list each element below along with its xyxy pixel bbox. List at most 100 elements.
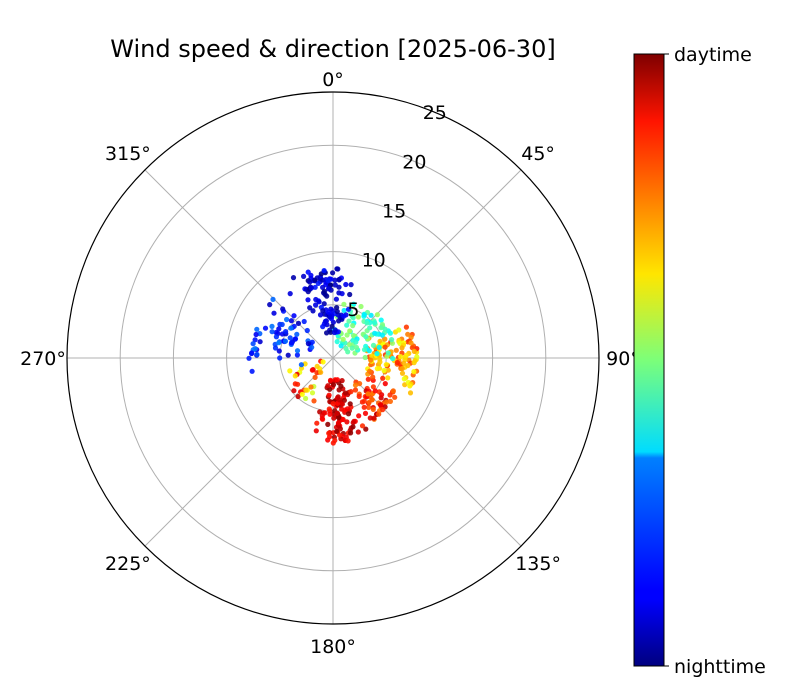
data-point (361, 404, 367, 410)
data-point (270, 296, 276, 302)
data-point (339, 401, 345, 407)
data-point (352, 382, 359, 388)
data-point (367, 415, 373, 421)
data-point (387, 330, 393, 336)
data-point (326, 406, 332, 412)
colorbar-min-label: nighttime (674, 656, 766, 678)
data-point (305, 269, 311, 275)
data-point (321, 301, 327, 307)
data-point (374, 351, 380, 357)
data-point (320, 284, 326, 290)
data-point (359, 399, 365, 405)
data-point (324, 330, 330, 336)
data-point (383, 362, 389, 368)
data-point (333, 296, 339, 302)
data-point (353, 344, 360, 351)
data-point (349, 345, 355, 351)
data-point (283, 329, 289, 335)
data-point (309, 390, 316, 396)
data-point (374, 312, 380, 318)
data-point (363, 426, 369, 432)
data-point (353, 339, 359, 345)
data-point (329, 323, 335, 329)
data-point (314, 370, 320, 376)
data-point (336, 415, 342, 421)
data-point (327, 314, 333, 320)
data-point (370, 406, 376, 412)
data-point (303, 395, 309, 402)
data-point (382, 326, 388, 332)
data-point (378, 325, 384, 331)
data-point (382, 336, 388, 342)
radial-tick-labels: 5 10 15 20 25 (347, 102, 447, 321)
r-tick-label: 10 (362, 250, 386, 272)
data-point (301, 318, 307, 325)
data-point (254, 351, 260, 358)
data-point (356, 413, 362, 419)
data-point (272, 345, 279, 351)
data-point (341, 307, 347, 314)
data-point (254, 326, 260, 332)
data-point (280, 306, 286, 312)
data-point (279, 321, 285, 328)
data-point (398, 354, 404, 360)
data-point (392, 394, 398, 400)
data-point (385, 367, 391, 373)
data-point (394, 359, 400, 366)
data-point (390, 355, 396, 362)
data-point (348, 282, 354, 288)
data-point (292, 373, 298, 379)
data-point (405, 331, 411, 337)
data-point (399, 366, 405, 372)
data-point (319, 416, 325, 422)
theta-tick-label: 270° (20, 348, 66, 370)
data-point (411, 348, 417, 354)
polar-axis-frame (66, 91, 600, 625)
data-point (358, 303, 364, 310)
data-point (287, 368, 293, 374)
r-tick-label: 20 (402, 151, 426, 173)
theta-tick-label: 180° (310, 636, 356, 658)
data-point (249, 368, 255, 374)
data-point (322, 318, 328, 324)
data-point (320, 308, 326, 314)
data-point (295, 320, 302, 326)
data-point (370, 384, 376, 390)
data-point (364, 320, 370, 326)
data-point (381, 367, 387, 374)
data-point (315, 280, 321, 286)
data-point (277, 355, 283, 361)
data-point (311, 398, 317, 404)
data-point (326, 392, 332, 398)
data-point (262, 325, 269, 331)
data-point (246, 355, 252, 361)
data-point (380, 375, 386, 381)
data-point (378, 317, 384, 323)
data-point (377, 356, 383, 362)
data-point (385, 375, 391, 381)
data-point (294, 348, 301, 354)
data-point (312, 277, 318, 283)
data-point (372, 320, 378, 326)
data-point (287, 291, 293, 297)
data-point (288, 325, 294, 331)
data-point (344, 406, 350, 412)
outer-axis-circle (66, 91, 600, 625)
data-point (351, 301, 357, 307)
theta-tick-label: 135° (515, 553, 561, 575)
data-point (269, 329, 275, 335)
data-point (346, 318, 352, 324)
data-point (347, 291, 353, 298)
data-point (376, 344, 382, 350)
theta-grid-line (144, 357, 334, 547)
data-point (309, 344, 315, 350)
data-point (362, 410, 369, 416)
data-point (326, 309, 332, 315)
data-point (347, 401, 353, 407)
data-point (365, 391, 371, 397)
data-point (321, 268, 327, 274)
data-point (336, 284, 342, 290)
data-point (357, 381, 363, 387)
data-point (350, 424, 356, 430)
data-point (314, 363, 320, 369)
